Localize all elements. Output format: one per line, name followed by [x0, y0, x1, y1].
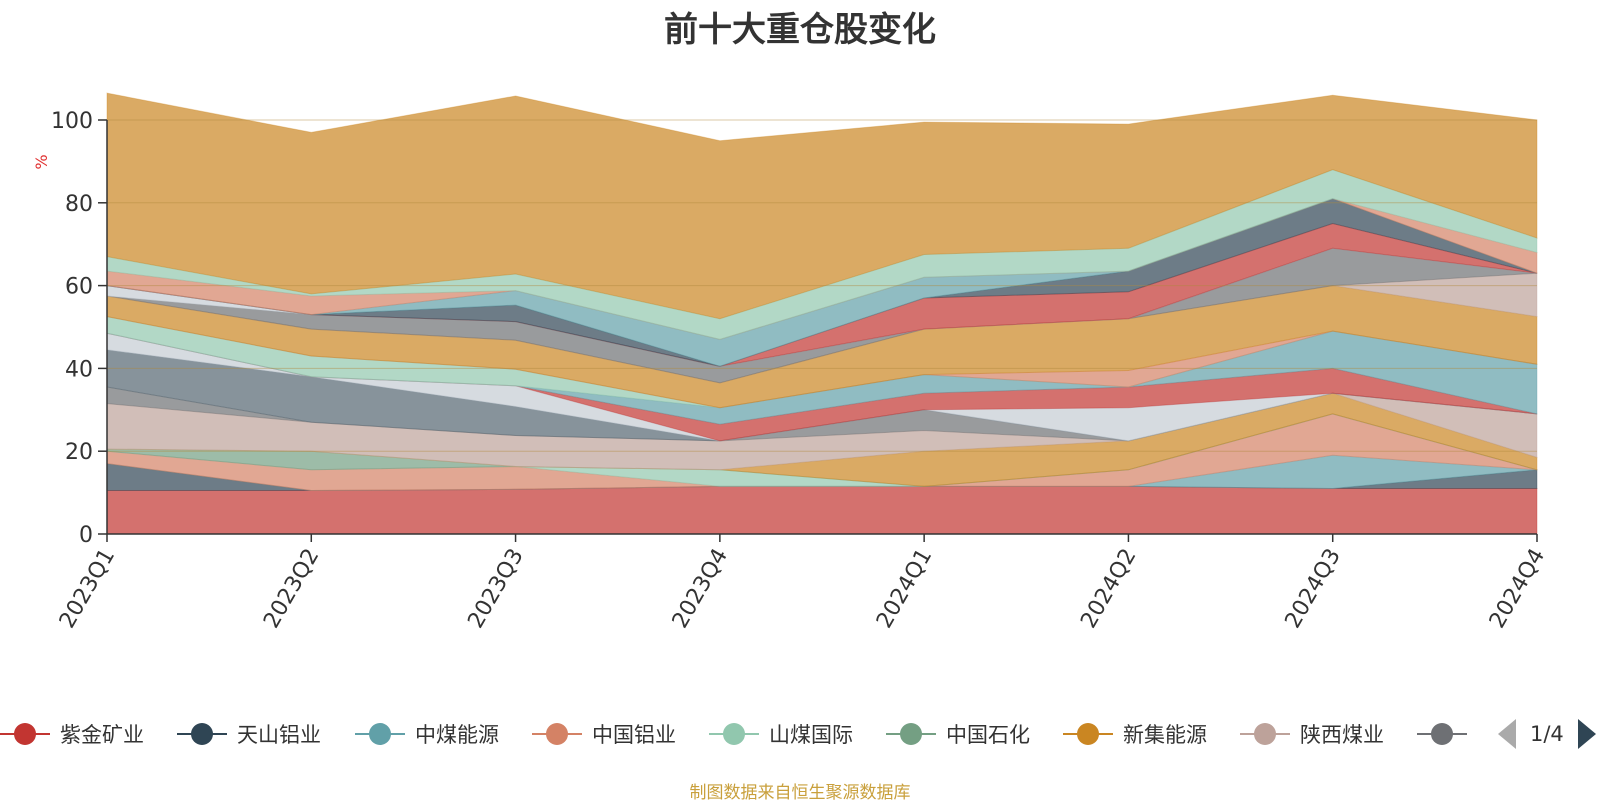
chart-title: 前十大重仓股变化	[664, 10, 936, 50]
legend-marker-icon	[709, 720, 759, 748]
legend-marker-icon	[1063, 720, 1113, 748]
area-天山铝业	[106, 463, 1538, 492]
legend-item[interactable]: 紫金矿业	[0, 714, 144, 754]
legend-prev-page-icon[interactable]	[1498, 719, 1516, 749]
stacked-area-chart: 0 20 40 60 80 100 2023Q1 2023Q2 2023Q3 2023Q4 2024…	[32, 92, 1550, 633]
y-tick-label: 60	[65, 275, 93, 300]
legend-marker-icon	[886, 720, 936, 748]
x-tick-label: 2024Q2	[1076, 545, 1141, 633]
legend-marker-icon	[0, 720, 50, 748]
x-tick-label: 2023Q1	[55, 545, 120, 633]
x-tick-label: 2023Q2	[259, 545, 324, 633]
area-其他	[106, 92, 1538, 320]
y-tick-label: 0	[79, 523, 93, 548]
x-tick-label: 2024Q4	[1485, 545, 1550, 633]
area-紫金矿业	[106, 485, 1538, 535]
legend-label: 中煤能源	[415, 723, 499, 747]
legend-marker-icon	[532, 720, 582, 748]
legend-page-indicator: 1/4	[1530, 722, 1564, 746]
legend-label: 天山铝业	[237, 723, 321, 747]
gridlines	[107, 119, 1537, 535]
y-tick-label: 40	[65, 357, 93, 382]
legend-item[interactable]: 中煤能源	[355, 714, 499, 754]
x-tick-label: 2023Q4	[668, 545, 733, 633]
data-source-note: 制图数据来自恒生聚源数据库	[689, 783, 911, 803]
legend-label: 中国石化	[946, 723, 1030, 747]
x-tick-label: 2024Q3	[1281, 545, 1346, 633]
legend-item[interactable]: 天山铝业	[177, 714, 321, 754]
area-陕西煤业	[106, 392, 1538, 471]
legend-pager: 1/4	[1498, 718, 1596, 750]
legend-next-page-icon[interactable]	[1577, 719, 1596, 749]
legend-item[interactable]: 山煤国际	[709, 714, 853, 754]
y-tick-label: 20	[65, 440, 93, 465]
legend-item[interactable]: 中国石化	[886, 714, 1030, 754]
legend-item[interactable]: 中国铝业	[532, 714, 676, 754]
y-axis-label: %	[32, 154, 51, 169]
area-series-group	[106, 92, 1538, 535]
legend: 紫金矿业 天山铝业 中煤能源 中国铝业 山煤国际 中国石化 新集能源 陕西煤业 广	[0, 714, 1470, 754]
y-tick-label: 100	[51, 109, 93, 134]
legend-item[interactable]: 广	[1417, 714, 1470, 754]
legend-label: 新集能源	[1123, 723, 1207, 747]
area-中国铝业	[106, 413, 1538, 492]
legend-marker-icon	[1240, 720, 1290, 748]
legend-item[interactable]: 新集能源	[1063, 714, 1207, 754]
legend-marker-icon	[177, 720, 227, 748]
area-开滦股份	[106, 198, 1538, 340]
legend-label: 中国铝业	[592, 723, 676, 747]
legend-label: 陕西煤业	[1300, 723, 1384, 747]
legend-item[interactable]: 陕西煤业	[1240, 714, 1384, 754]
legend-label: 紫金矿业	[60, 723, 144, 747]
x-tick-label: 2023Q3	[463, 545, 528, 633]
x-tick-label: 2024Q1	[872, 545, 937, 633]
legend-label: 山煤国际	[769, 723, 853, 747]
legend-marker-icon	[1417, 720, 1467, 748]
y-tick-label: 80	[65, 192, 93, 217]
legend-marker-icon	[355, 720, 405, 748]
